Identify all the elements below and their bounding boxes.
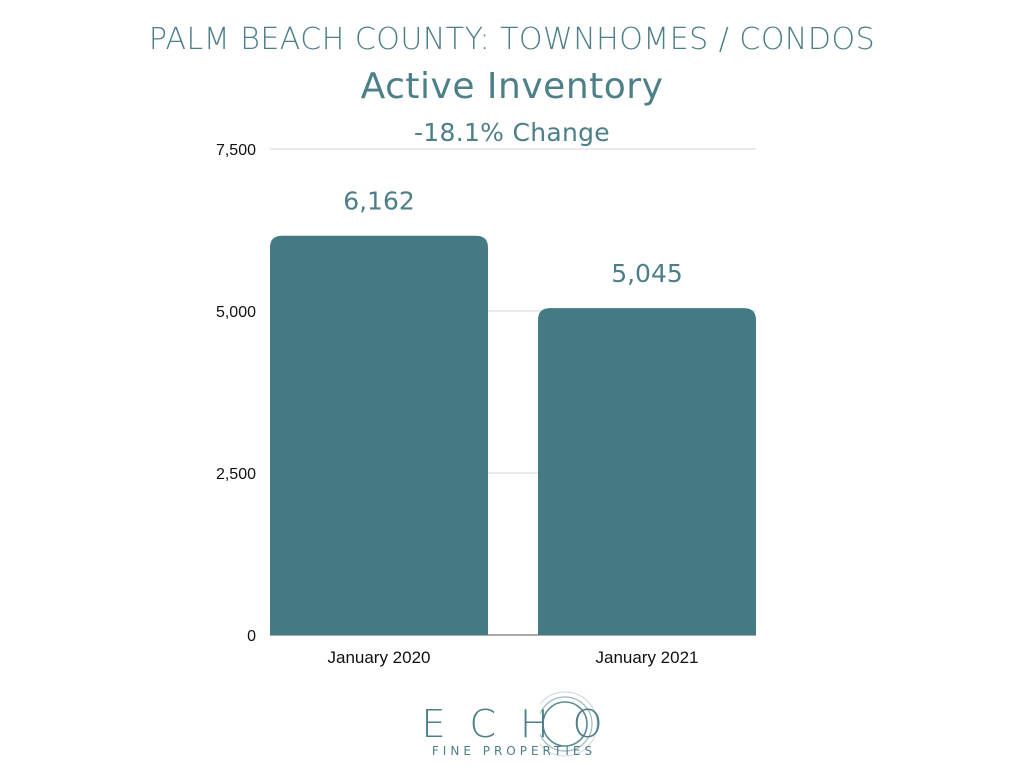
bar-0	[270, 235, 488, 635]
data-label-1: 5,045	[611, 259, 683, 288]
logo-tagline: FINE PROPERTIES	[431, 744, 597, 758]
x-tick-label-0: January 2020	[327, 648, 430, 667]
chart-subtitle: -18.1% Change	[413, 118, 610, 147]
y-tick-label-2: 5,000	[216, 304, 256, 321]
data-label-0: 6,162	[343, 187, 415, 216]
labels: 0 2,500 5,000 7,500 6,162 January 2020 5,045 Ja…	[216, 142, 699, 667]
logo-wordmark: ECHO	[421, 702, 627, 746]
echo-rings-icon	[540, 691, 598, 757]
y-tick-label-1: 2,500	[216, 466, 256, 483]
y-tick-label-3: 7,500	[216, 142, 256, 159]
x-tick-label-1: January 2021	[595, 648, 698, 667]
chart-supertitle: PALM BEACH COUNTY: TOWNHOMES / CONDOS	[148, 22, 876, 57]
y-tick-label-0: 0	[247, 628, 256, 645]
brand-logo: ECHO FINE PROPERTIES	[0, 690, 1024, 768]
chart-title: Active Inventory	[360, 66, 664, 107]
bar-1	[538, 308, 756, 635]
bars	[270, 235, 756, 635]
